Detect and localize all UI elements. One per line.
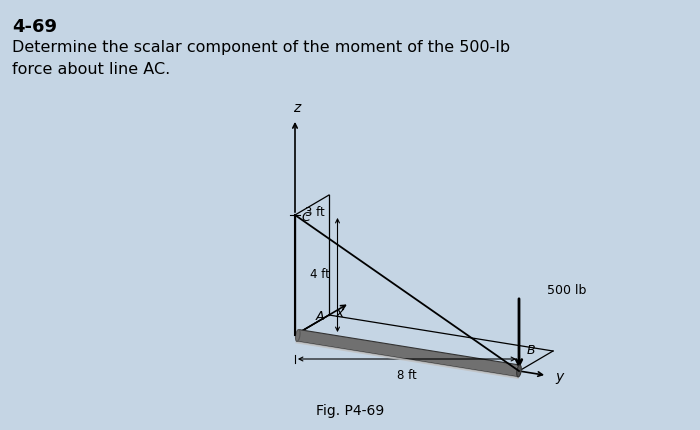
Polygon shape <box>517 365 522 377</box>
Text: 4-69: 4-69 <box>12 18 57 36</box>
Text: B: B <box>527 344 536 357</box>
Text: C: C <box>301 211 309 224</box>
Text: A: A <box>316 310 324 323</box>
Text: 8 ft: 8 ft <box>397 369 417 382</box>
Text: y: y <box>555 371 564 384</box>
Text: 3 ft: 3 ft <box>305 206 325 218</box>
Polygon shape <box>295 329 300 341</box>
Text: Fig. P4-69: Fig. P4-69 <box>316 404 384 418</box>
Text: 500 lb: 500 lb <box>547 285 587 298</box>
Text: z: z <box>293 101 300 115</box>
Text: Determine the scalar component of the moment of the 500-lb
force about line AC.: Determine the scalar component of the mo… <box>12 40 510 77</box>
Text: 4 ft: 4 ft <box>309 268 330 282</box>
Polygon shape <box>297 329 520 377</box>
Text: x: x <box>335 306 344 320</box>
